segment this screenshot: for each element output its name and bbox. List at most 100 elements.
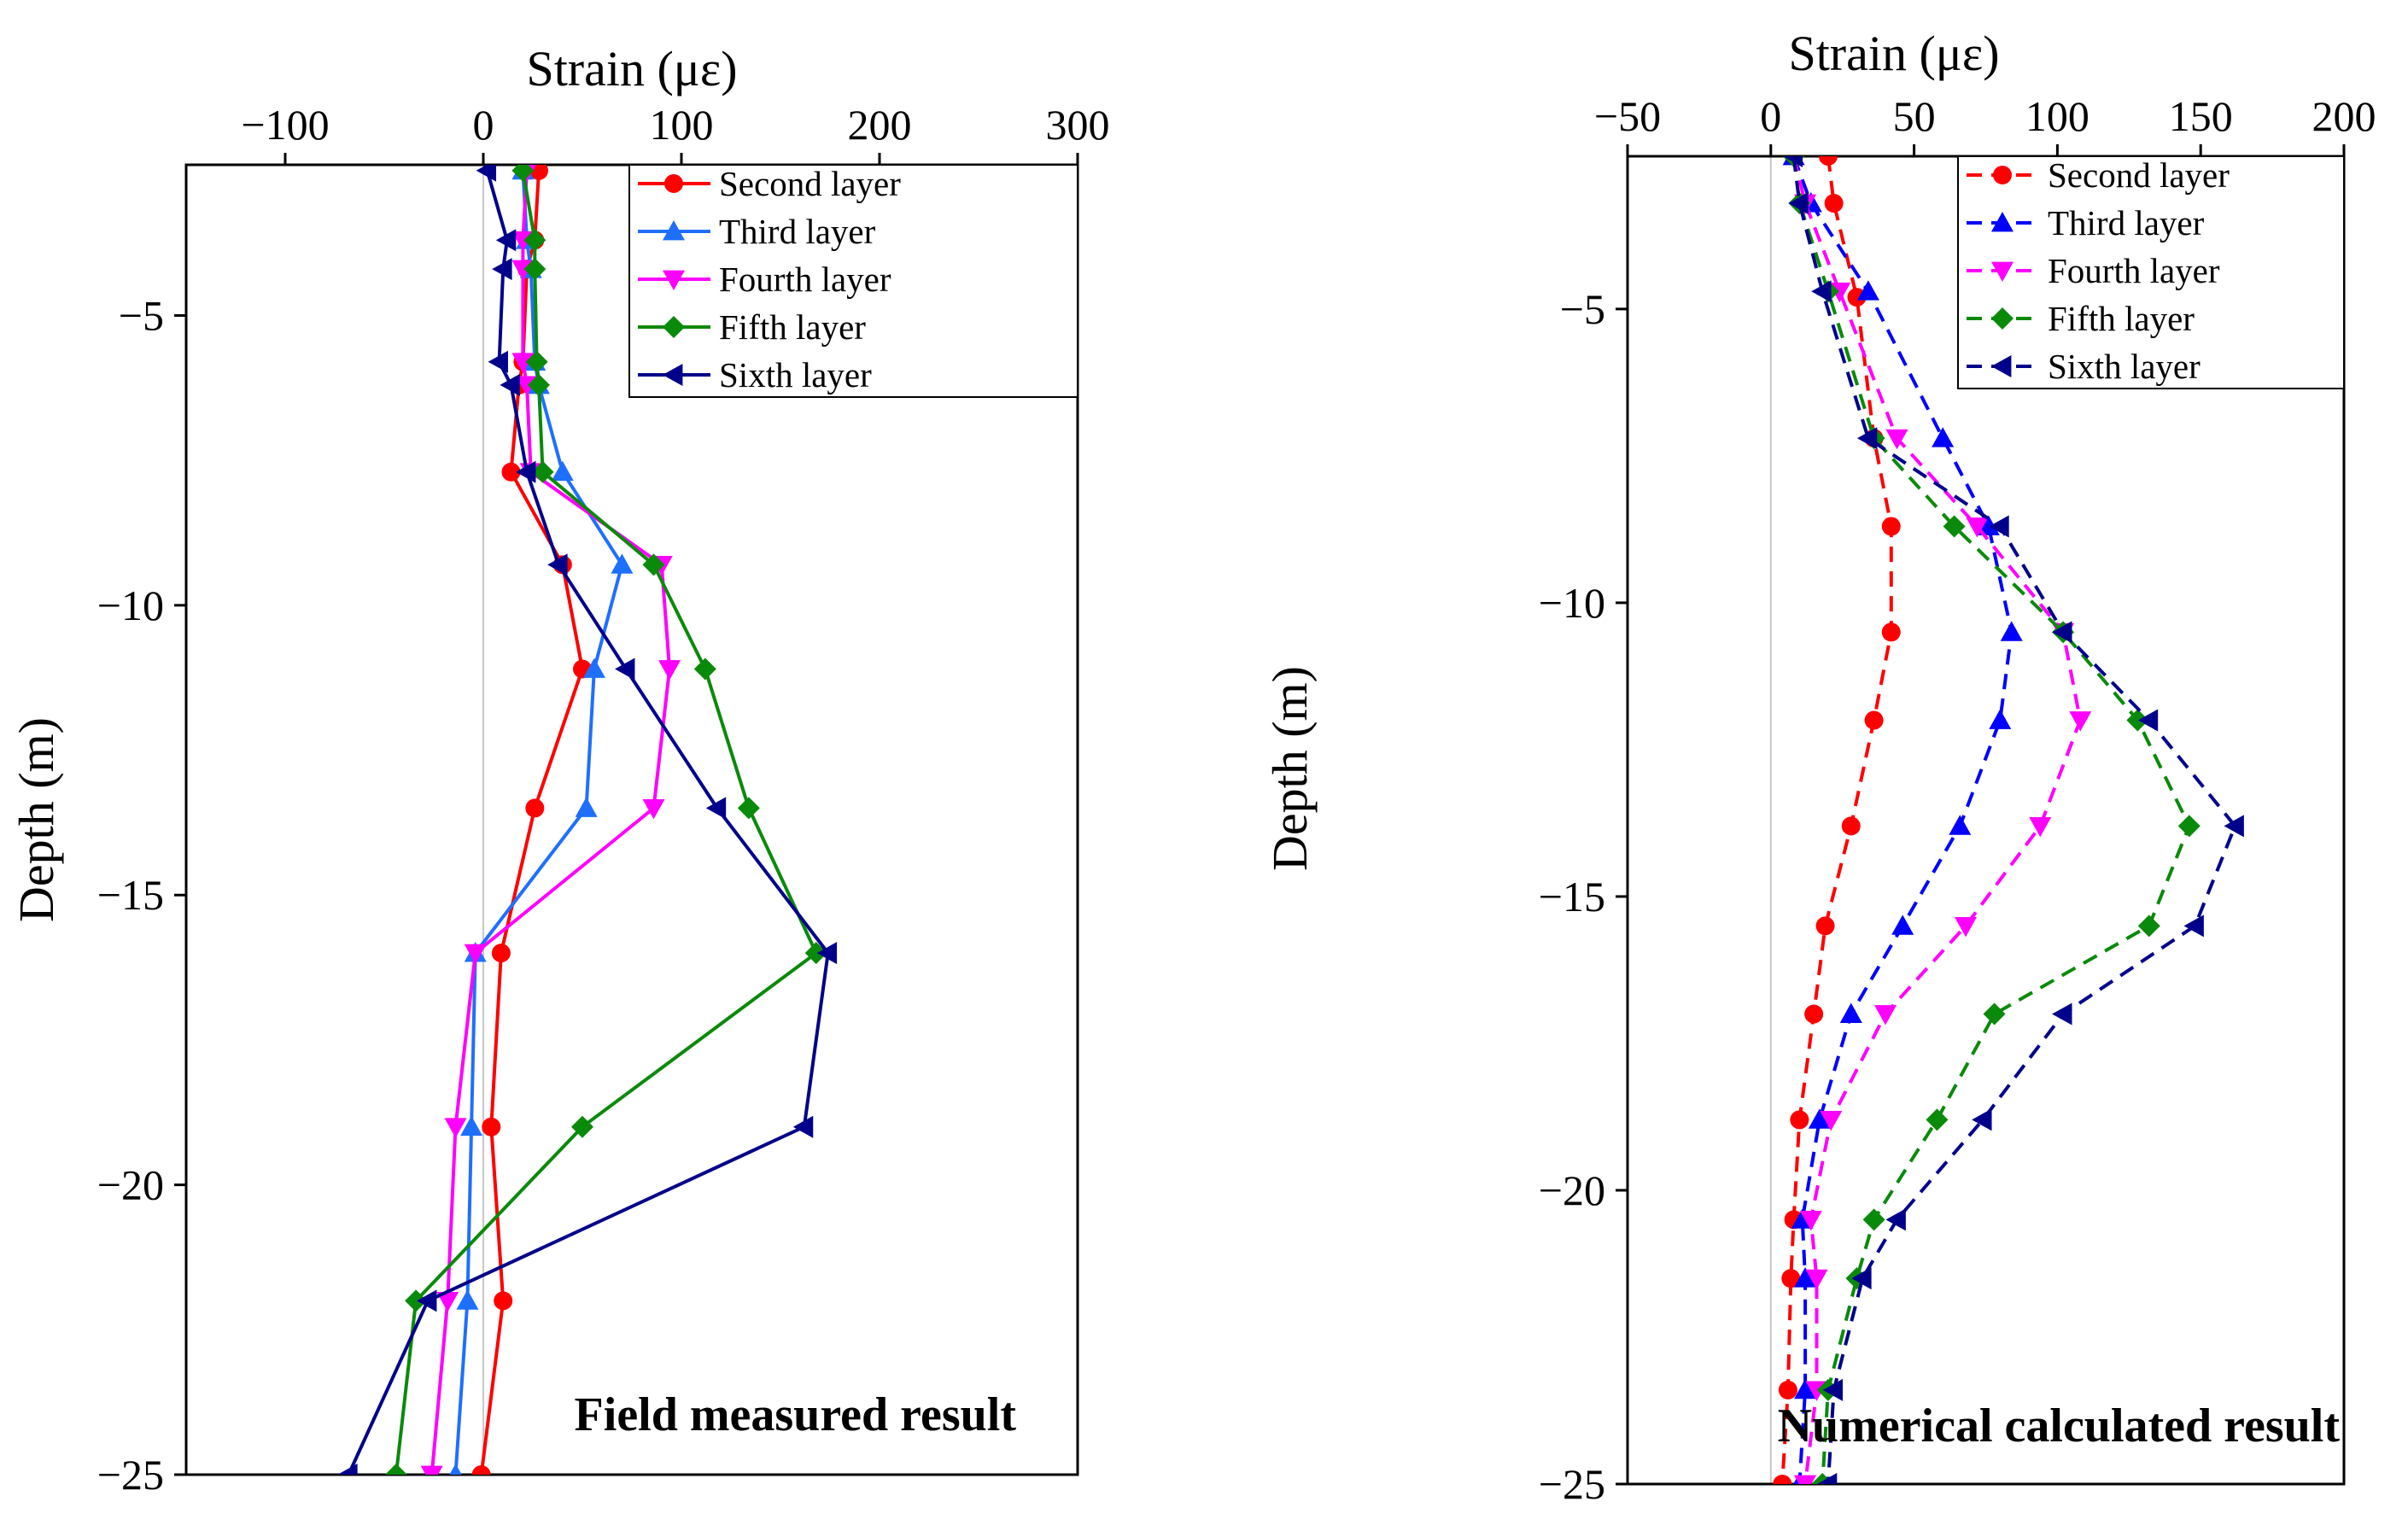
data-point-second-layer [525, 798, 545, 818]
x-tick-label: 200 [2312, 92, 2376, 140]
x-axis-title: Strain (με) [526, 41, 737, 96]
data-point-second-layer [501, 462, 521, 482]
legend-item-fourth-layer: Fourth layer [1967, 251, 2220, 290]
data-point-sixth-layer [615, 657, 635, 681]
data-point-fourth-layer [1805, 1269, 1828, 1290]
data-point-fourth-layer [2029, 816, 2052, 838]
data-point-fourth-layer [658, 660, 681, 681]
data-point-second-layer [1778, 1380, 1797, 1400]
legend-label: Fifth layer [2048, 299, 2195, 338]
data-point-second-layer [1881, 517, 1901, 536]
data-point-third-layer [1891, 915, 1914, 935]
data-point-third-layer [575, 797, 598, 817]
data-point-second-layer [1804, 1004, 1824, 1024]
data-point-sixth-layer [1811, 280, 1832, 303]
legend-label: Third layer [2048, 203, 2205, 243]
legend-item-fifth-layer: Fifth layer [1967, 299, 2195, 338]
data-point-sixth-layer [1816, 1473, 1838, 1484]
legend-label: Sixth layer [2048, 347, 2201, 386]
data-point-third-layer [460, 1115, 483, 1137]
data-point-fourth-layer [1820, 1111, 1843, 1131]
data-point-second-layer [491, 944, 511, 963]
data-point-fourth-layer [1966, 517, 1989, 538]
data-point-sixth-layer [337, 1464, 358, 1475]
data-point-third-layer [611, 553, 634, 574]
data-point-sixth-layer [792, 1115, 814, 1138]
x-tick-label: 100 [650, 101, 714, 149]
y-tick-label: −10 [97, 581, 164, 629]
data-point-fifth-layer [523, 229, 546, 252]
data-point-sixth-layer [1972, 1108, 1992, 1131]
legend-item-third-layer: Third layer [1967, 203, 2205, 243]
data-point-second-layer [482, 1117, 501, 1137]
legend-label: Third layer [719, 212, 876, 251]
y-axis-title: Depth (m) [9, 717, 64, 922]
legend-label: Fifth layer [719, 307, 866, 347]
data-point-second-layer [1790, 1110, 1809, 1130]
data-point-fifth-layer [531, 460, 554, 483]
data-point-sixth-layer [2224, 815, 2244, 838]
data-point-sixth-layer [1989, 515, 2009, 538]
data-point-sixth-layer [492, 258, 512, 281]
data-point-sixth-layer [1782, 156, 1803, 167]
data-point-fourth-layer [1794, 1475, 1817, 1484]
legend: Second layer Third layer Fourth layer Fifth… [628, 164, 1078, 398]
data-point-fourth-layer [2069, 711, 2092, 732]
legend-marker [1991, 307, 2013, 330]
data-point-fifth-layer [523, 258, 546, 281]
data-point-third-layer [1932, 427, 1955, 447]
legend: Second layer Third layer Fourth layer Fifth… [1957, 155, 2345, 389]
data-point-fifth-layer [571, 1115, 593, 1138]
data-point-sixth-layer [1885, 1208, 1906, 1231]
data-point-fifth-layer [642, 553, 665, 576]
y-tick-label: −20 [97, 1161, 164, 1209]
data-point-fifth-layer [511, 165, 535, 182]
data-point-second-layer [1781, 1269, 1801, 1288]
data-point-third-layer [1808, 1108, 1831, 1129]
x-tick-label: −50 [1594, 92, 1661, 140]
legend-marker [663, 316, 685, 338]
data-point-sixth-layer [488, 350, 508, 373]
data-point-third-layer [1794, 1267, 1817, 1288]
series-fifth-layer [384, 165, 827, 1475]
data-point-sixth-layer [495, 229, 517, 252]
data-point-fifth-layer [737, 797, 760, 820]
data-point-fifth-layer [1926, 1108, 1949, 1131]
data-point-fourth-layer [511, 353, 535, 373]
data-point-second-layer [1841, 816, 1861, 836]
x-tick-label: 100 [2025, 92, 2089, 140]
legend-item-fifth-layer: Fifth layer [638, 307, 866, 347]
legend-item-third-layer: Third layer [638, 212, 876, 251]
x-axis-title: Strain (με) [1788, 26, 1999, 81]
data-point-fourth-layer [1955, 916, 1978, 938]
legend-label: Fourth layer [2048, 251, 2220, 290]
data-point-fifth-layer [1943, 515, 1966, 538]
data-point-second-layer [1815, 916, 1835, 936]
x-tick-label: 200 [848, 101, 912, 149]
series-sixth-layer [1782, 156, 2244, 1484]
y-tick-label: −25 [97, 1451, 164, 1499]
data-point-third-layer [1949, 815, 1972, 835]
legend-label: Sixth layer [719, 355, 872, 394]
data-point-second-layer [1824, 194, 1844, 213]
y-tick-label: −20 [1539, 1166, 1605, 1214]
legend-marker [1991, 261, 2013, 282]
y-tick-label: −15 [1539, 873, 1605, 920]
x-tick-label: 50 [1893, 92, 1936, 140]
data-point-fifth-layer [384, 1464, 407, 1475]
legend-marker [663, 220, 685, 241]
data-point-third-layer [456, 1289, 479, 1310]
data-point-fourth-layer [420, 1465, 443, 1475]
data-point-second-layer [1881, 622, 1901, 642]
data-point-sixth-layer [1856, 427, 1878, 450]
data-point-second-layer [1773, 1475, 1792, 1484]
data-point-fourth-layer [1874, 1005, 1897, 1026]
data-point-sixth-layer [500, 373, 520, 396]
chart-panel-numerical-calculated: −50 0 50 100 150 200 −5 −10 −15 −20 −25 Strain (με)… [1262, 26, 2376, 1508]
legend-item-sixth-layer: Sixth layer [1967, 347, 2201, 386]
data-point-fourth-layer [444, 1118, 467, 1138]
legend-marker [1991, 212, 2013, 232]
y-tick-label: −5 [1560, 285, 1605, 333]
data-point-sixth-layer [417, 1289, 437, 1312]
